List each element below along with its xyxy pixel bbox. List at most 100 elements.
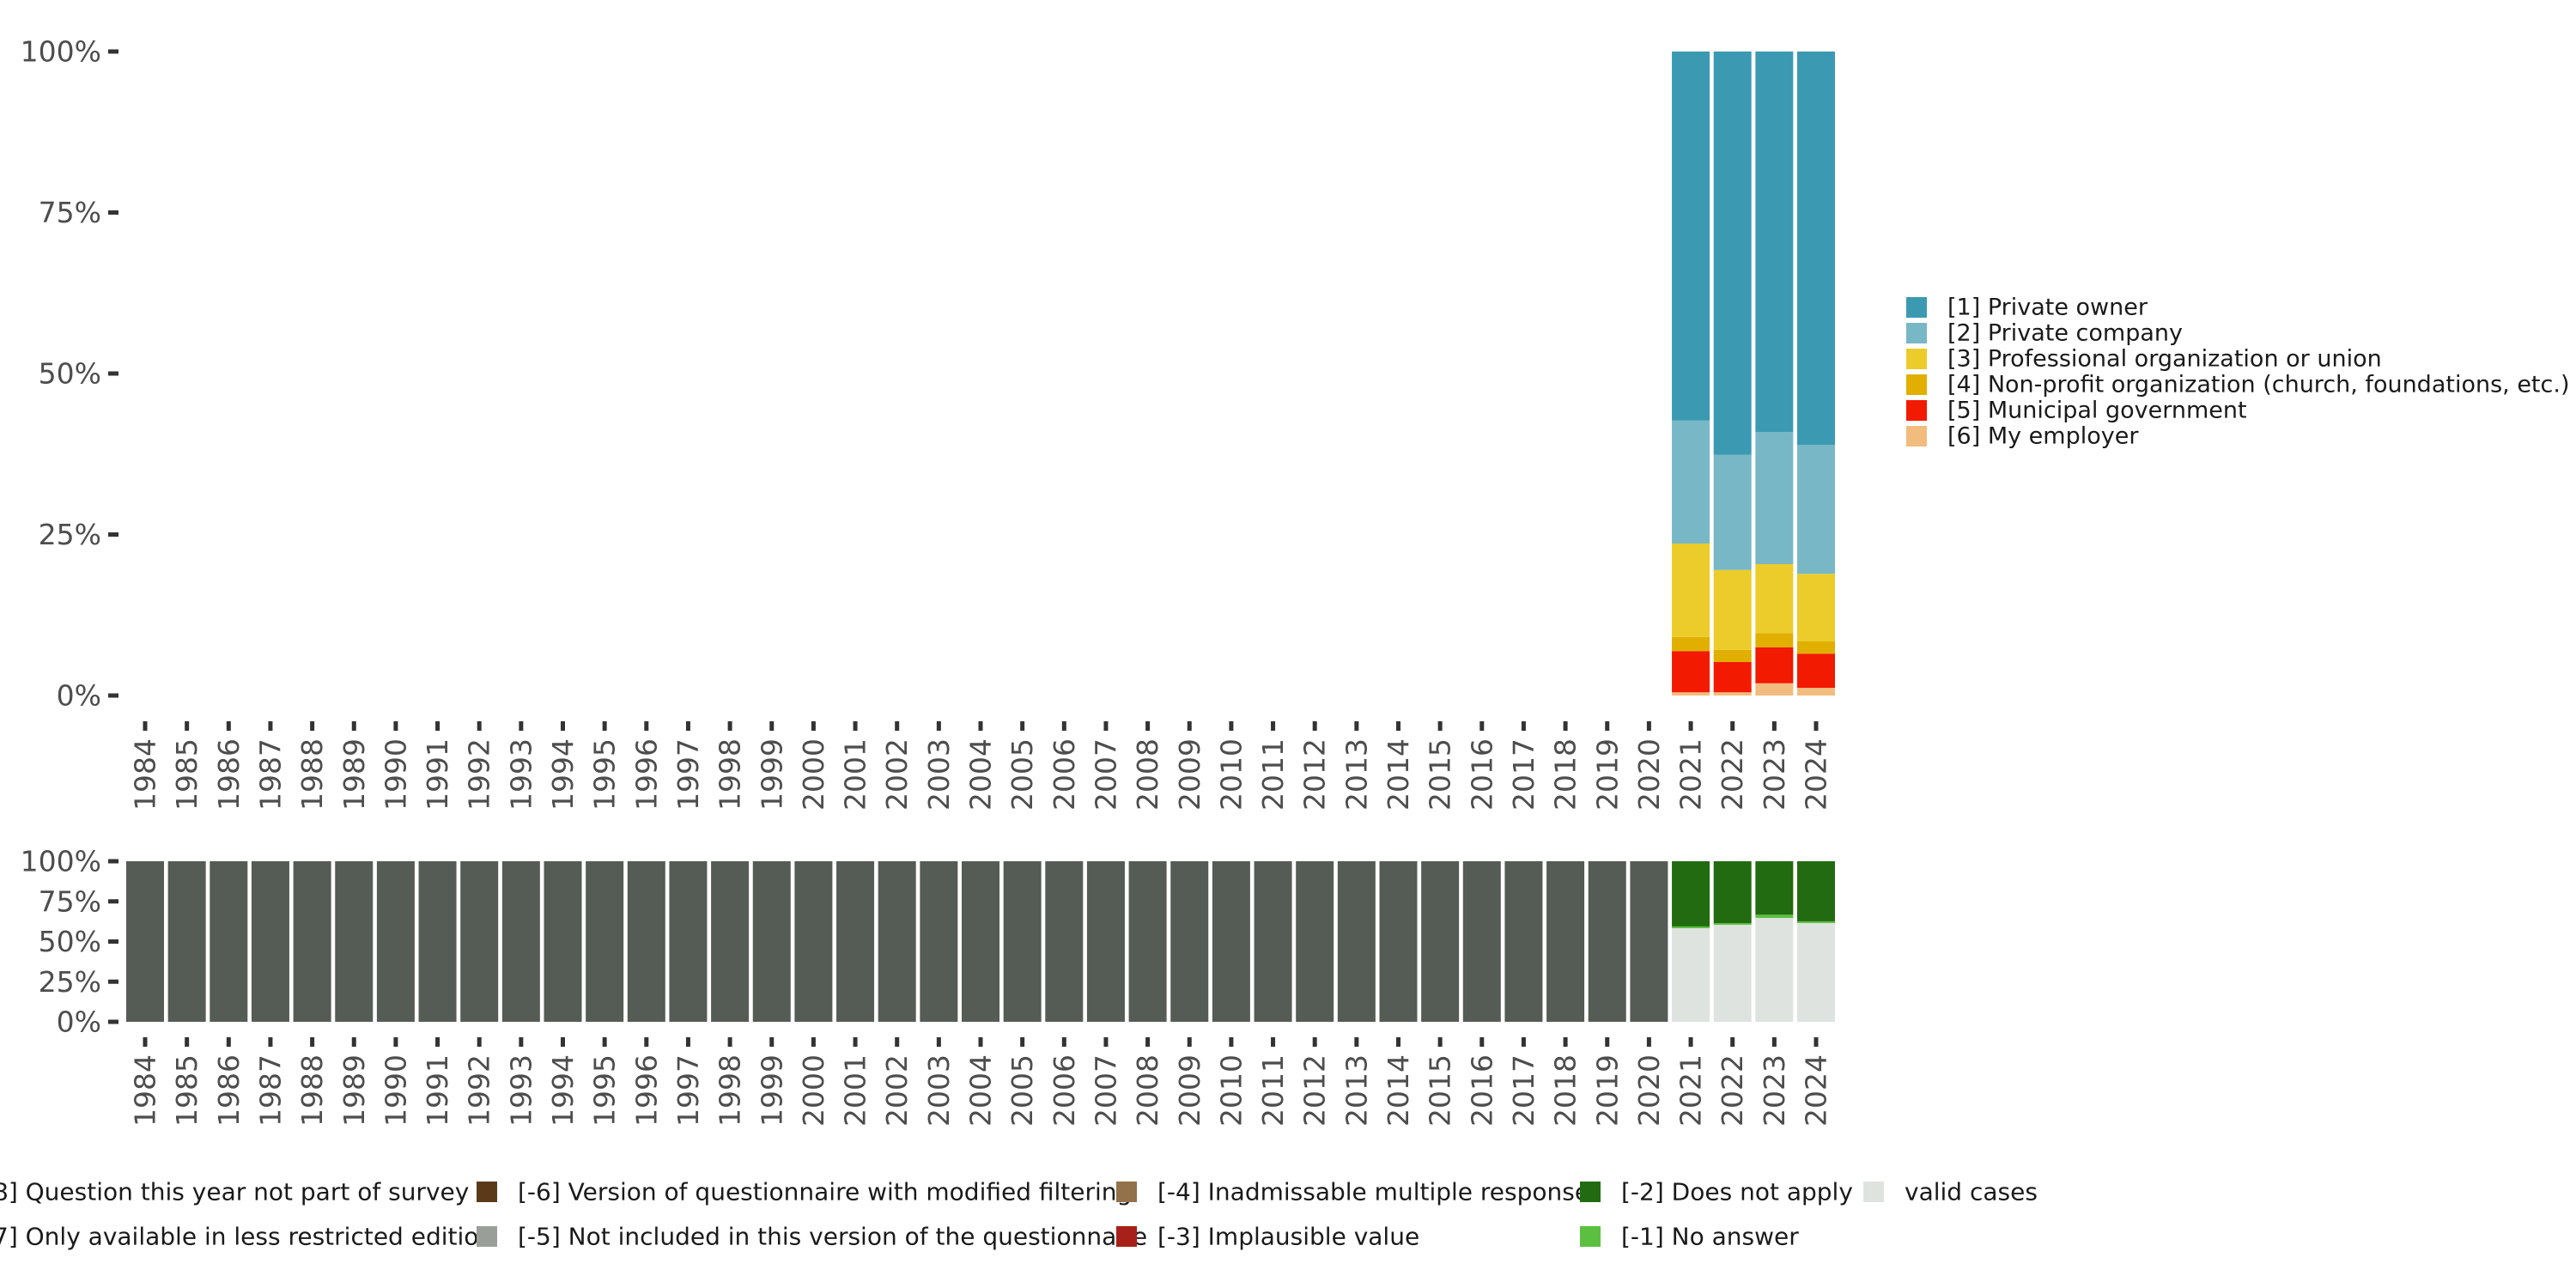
bottom-chart-legend: 8] Question this year not part of survey…: [0, 1178, 2038, 1251]
y-tick-label: 75%: [39, 196, 101, 229]
x-tick-label: 1992: [463, 1054, 496, 1127]
x-tick-mark: [226, 721, 231, 731]
legend-swatch: [1906, 323, 1927, 343]
x-tick-mark: [1061, 1037, 1066, 1047]
x-tick-label: 1987: [253, 1054, 287, 1127]
x-tick-label: 1996: [629, 738, 663, 811]
x-tick-mark: [1020, 721, 1025, 731]
bar-segment: [1713, 454, 1752, 570]
bar-segment: [1546, 861, 1585, 1022]
x-tick-mark: [1229, 721, 1234, 731]
x-tick-label: 1987: [253, 738, 287, 811]
bar-segment: [1086, 861, 1125, 1022]
x-tick-label: 1989: [337, 738, 371, 811]
x-tick-mark: [1563, 1037, 1568, 1047]
x-tick-mark: [1771, 1037, 1777, 1047]
bar-segment: [460, 861, 499, 1022]
bar-segment: [293, 861, 331, 1022]
bar-segment: [1797, 688, 1835, 696]
bar-segment: [1797, 574, 1835, 641]
x-tick-label: 2014: [1382, 738, 1415, 811]
x-tick-label: 1990: [379, 1054, 412, 1127]
x-tick-label: 1999: [755, 738, 788, 811]
x-tick-mark: [1521, 1037, 1526, 1047]
bar-segment: [335, 861, 374, 1022]
x-tick-mark: [1103, 721, 1109, 731]
x-tick-mark: [519, 1037, 524, 1047]
x-tick-mark: [727, 721, 732, 731]
bar-segment: [1672, 926, 1710, 928]
legend-label: 7] Only available in less restricted edi…: [0, 1223, 494, 1251]
x-tick-label: 2007: [1089, 738, 1122, 811]
x-tick-label: 2013: [1340, 738, 1373, 811]
x-tick-label: 1992: [463, 738, 496, 811]
x-tick-mark: [1229, 1037, 1234, 1047]
bar-segment: [1003, 861, 1042, 1022]
bar-segment: [1630, 861, 1668, 1022]
bar-segment: [1128, 861, 1167, 1022]
legend-label: [-1] No answer: [1621, 1223, 1799, 1251]
x-tick-mark: [978, 721, 983, 731]
x-tick-mark: [435, 1037, 440, 1047]
x-tick-mark: [685, 721, 690, 731]
x-tick-mark: [1605, 1037, 1610, 1047]
legend-label: valid cases: [1905, 1178, 2038, 1206]
x-tick-label: 1988: [295, 1054, 329, 1127]
x-tick-label: 1994: [546, 738, 580, 811]
bar-segment: [418, 861, 457, 1022]
bar-segment: [210, 861, 248, 1022]
bar-segment: [376, 861, 415, 1022]
x-tick-label: 2021: [1674, 738, 1708, 811]
bar-segment: [1755, 914, 1794, 919]
x-tick-mark: [1312, 1037, 1317, 1047]
x-tick-mark: [644, 1037, 649, 1047]
bar-segment: [669, 861, 708, 1022]
x-tick-label: 1998: [714, 1054, 747, 1127]
bar-segment: [920, 861, 958, 1022]
bar-segment: [1713, 922, 1752, 926]
bottom-chart-panel: 0%25%50%75%100%1984 1985 1986 1987 1988 1989 1…: [21, 845, 1835, 1127]
x-tick-label: 1991: [421, 738, 454, 811]
x-tick-label: 1993: [504, 738, 538, 811]
x-tick-mark: [310, 1037, 315, 1047]
bar-segment: [836, 861, 875, 1022]
x-tick-mark: [1771, 721, 1777, 731]
x-tick-mark: [1521, 721, 1526, 731]
y-tick-mark: [108, 49, 118, 54]
legend-swatch: [1906, 374, 1927, 395]
x-tick-mark: [644, 721, 649, 731]
x-tick-mark: [727, 1037, 732, 1047]
bar-segment: [1713, 692, 1752, 696]
bar-segment: [1170, 861, 1209, 1022]
bar-segment: [1755, 647, 1794, 683]
x-tick-label: 2012: [1298, 1054, 1332, 1127]
bar-segment: [1755, 918, 1794, 1022]
legend-label: [-4] Inadmissable multiple response: [1157, 1178, 1589, 1206]
x-tick-label: 2005: [1005, 738, 1039, 811]
legend-swatch: [1116, 1226, 1137, 1247]
top-chart-panel: 0%25%50%75%100%1984 1985 1986 1987 1988 1989 1…: [21, 35, 1835, 811]
x-tick-label: 2010: [1214, 738, 1248, 811]
x-tick-label: 2013: [1340, 1054, 1373, 1127]
legend-label: [6] My employer: [1947, 423, 2139, 450]
bar-segment: [251, 861, 289, 1022]
bar-segment: [1421, 861, 1460, 1022]
bar-segment: [962, 861, 999, 1022]
bar-segment: [544, 861, 582, 1022]
x-tick-mark: [1730, 721, 1735, 731]
x-tick-mark: [1354, 721, 1359, 731]
x-tick-mark: [393, 721, 398, 731]
x-tick-label: 2022: [1716, 1054, 1749, 1127]
bar-segment: [1212, 861, 1250, 1022]
x-tick-mark: [978, 1037, 983, 1047]
x-tick-label: 1989: [337, 1054, 371, 1127]
y-tick-mark: [108, 210, 118, 215]
x-tick-label: 2008: [1131, 1054, 1164, 1127]
x-tick-label: 2019: [1590, 1054, 1624, 1127]
x-tick-mark: [393, 1037, 398, 1047]
x-tick-mark: [1646, 721, 1651, 731]
bar-segment: [1713, 861, 1752, 923]
x-tick-mark: [310, 721, 315, 731]
x-tick-label: 2014: [1382, 1054, 1415, 1127]
bar-segment: [1672, 861, 1710, 927]
